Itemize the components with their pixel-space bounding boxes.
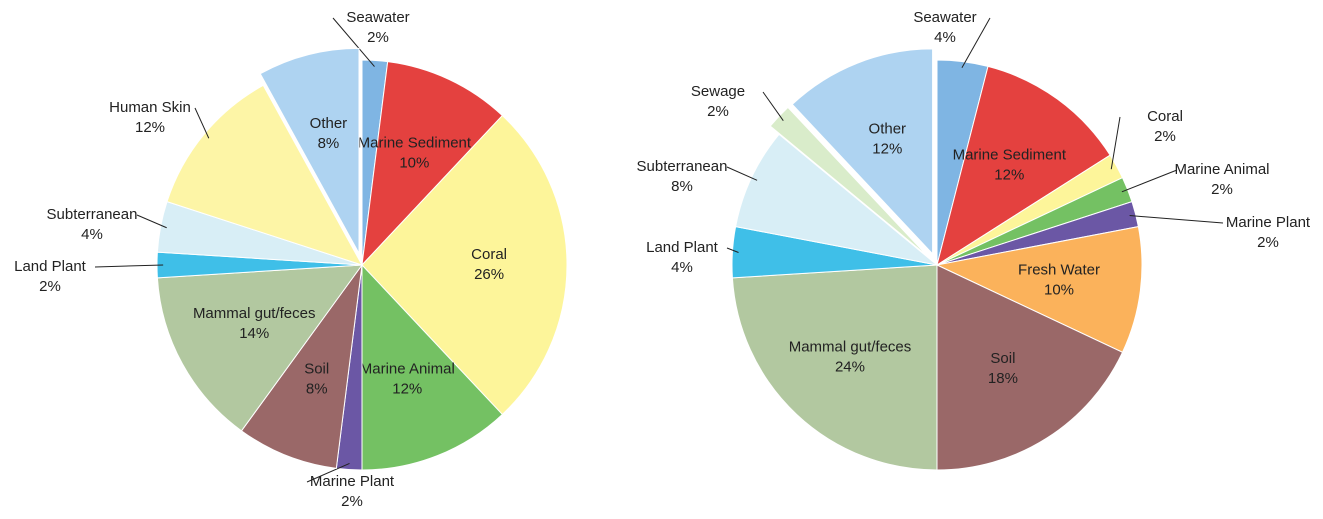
pie-slice xyxy=(936,65,1111,267)
slice-label: Coral xyxy=(471,246,507,263)
slice-value-label: 12% xyxy=(994,166,1024,183)
slice-value-label: 18% xyxy=(988,370,1018,387)
slice-label: Marine Animal xyxy=(1174,161,1269,178)
pie-slice xyxy=(156,264,364,432)
slice-label: Other xyxy=(869,120,907,137)
slice-value-label: 26% xyxy=(474,266,504,283)
slice-label: Seawater xyxy=(913,9,976,26)
slice-value-label: 8% xyxy=(318,135,340,152)
slice-label: Marine Sediment xyxy=(953,146,1067,163)
slice-label: Other xyxy=(310,115,348,132)
pie-slice xyxy=(361,114,568,416)
leader-line xyxy=(306,462,350,483)
leader-line xyxy=(1110,116,1121,170)
slice-label: Marine Sediment xyxy=(358,135,472,152)
slice-value-label: 2% xyxy=(1154,128,1176,145)
slice-value-label: 12% xyxy=(392,380,422,397)
slice-label: Marine Plant xyxy=(1226,214,1311,231)
slice-value-label: 4% xyxy=(81,226,103,243)
slice-label: Land Plant xyxy=(646,239,719,256)
slice-label: Subterranean xyxy=(47,206,138,223)
pie-slice xyxy=(769,106,929,258)
slice-label: Fresh Water xyxy=(1018,261,1100,278)
slice-value-label: 8% xyxy=(671,178,693,195)
pie-slice xyxy=(166,84,364,266)
slice-label: Mammal gut/feces xyxy=(193,305,316,322)
leader-line xyxy=(194,107,210,139)
slice-value-label: 10% xyxy=(1044,281,1074,298)
pie-slice xyxy=(936,264,1124,471)
pie-slice xyxy=(361,263,504,471)
slice-label: Soil xyxy=(304,360,329,377)
slice-value-label: 4% xyxy=(671,259,693,276)
slice-value-label: 10% xyxy=(399,155,429,172)
slice-label: Subterranean xyxy=(637,158,728,175)
slice-label: Land Plant xyxy=(14,258,87,275)
pie-slice xyxy=(361,61,504,267)
slice-value-label: 12% xyxy=(135,119,165,136)
pie-slice xyxy=(240,264,363,469)
slice-label: Marine Animal xyxy=(360,360,455,377)
slice-label: Human Skin xyxy=(109,99,191,116)
slice-label: Sewage xyxy=(691,83,745,100)
slice-value-label: 2% xyxy=(341,493,363,510)
slice-value-label: 2% xyxy=(367,29,389,46)
leader-line xyxy=(1129,215,1224,224)
leader-line xyxy=(762,91,784,121)
pie-slice xyxy=(259,47,360,254)
leader-line xyxy=(94,264,164,268)
leader-line xyxy=(961,17,991,68)
leader-line xyxy=(136,214,167,229)
leader-line xyxy=(332,17,375,67)
slice-label: Mammal gut/feces xyxy=(789,339,912,356)
slice-value-label: 2% xyxy=(1211,181,1233,198)
slice-value-label: 2% xyxy=(1257,234,1279,251)
slice-label: Soil xyxy=(990,350,1015,367)
slice-value-label: 14% xyxy=(239,325,269,342)
slice-value-label: 12% xyxy=(872,140,902,157)
leader-line xyxy=(726,166,758,181)
slice-label: Coral xyxy=(1147,108,1183,125)
leader-line xyxy=(726,247,739,253)
slice-value-label: 4% xyxy=(934,29,956,46)
slice-label: Seawater xyxy=(346,9,409,26)
pie-slice xyxy=(791,48,934,256)
slice-value-label: 2% xyxy=(39,278,61,295)
pie-slice xyxy=(935,226,1143,353)
slice-value-label: 24% xyxy=(835,359,865,376)
leader-line xyxy=(1121,169,1178,193)
pie-slice xyxy=(731,264,938,471)
slice-label: Marine Plant xyxy=(310,473,395,490)
slice-value-label: 8% xyxy=(306,380,328,397)
slice-value-label: 2% xyxy=(707,103,729,120)
